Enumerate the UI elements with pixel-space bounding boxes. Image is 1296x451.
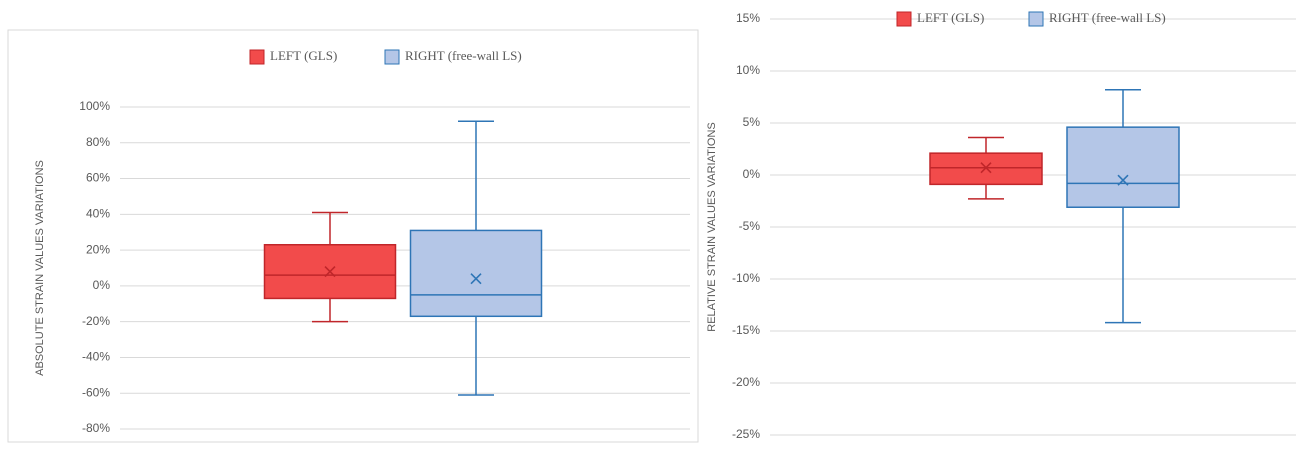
mean-marker xyxy=(980,162,992,174)
y-tick-label: 100% xyxy=(79,99,110,113)
y-axis-label: ABSOLUTE STRAIN VALUES VARIATIONS xyxy=(34,160,46,376)
y-tick-label: 60% xyxy=(86,171,110,185)
y-tick-label: 0% xyxy=(93,278,111,292)
y-tick-label: 15% xyxy=(736,11,760,25)
y-tick-label: 10% xyxy=(736,63,760,77)
mean-marker xyxy=(1117,174,1129,186)
box xyxy=(409,229,543,318)
y-tick-label: -10% xyxy=(732,271,760,285)
y-tick-label: -5% xyxy=(739,219,761,233)
legend-swatch xyxy=(384,49,400,65)
y-tick-label: -20% xyxy=(732,375,760,389)
y-tick-label: 20% xyxy=(86,242,110,256)
y-tick-label: 5% xyxy=(743,115,761,129)
legend-swatch xyxy=(896,11,912,27)
y-tick-label: -15% xyxy=(732,323,760,337)
y-tick-label: -25% xyxy=(732,427,760,441)
box xyxy=(1066,126,1180,208)
y-tick-label: -40% xyxy=(82,350,110,364)
legend-label: LEFT (GLS) xyxy=(270,48,337,63)
y-tick-label: -60% xyxy=(82,385,110,399)
legend-label: RIGHT (free-wall LS) xyxy=(1049,10,1166,25)
legend-swatch xyxy=(249,49,265,65)
y-tick-label: 40% xyxy=(86,207,110,221)
chart-border xyxy=(7,29,699,443)
y-tick-label: -20% xyxy=(82,314,110,328)
legend-label: LEFT (GLS) xyxy=(917,10,984,25)
legend-swatch xyxy=(1028,11,1044,27)
legend-label: RIGHT (free-wall LS) xyxy=(405,48,522,63)
y-axis-label: RELATIVE STRAIN VALUES VARIATIONS xyxy=(706,122,718,331)
mean-marker xyxy=(470,273,482,285)
y-tick-label: 80% xyxy=(86,135,110,149)
y-tick-label: -80% xyxy=(82,421,110,435)
y-tick-label: 0% xyxy=(743,167,761,181)
mean-marker xyxy=(324,266,336,278)
